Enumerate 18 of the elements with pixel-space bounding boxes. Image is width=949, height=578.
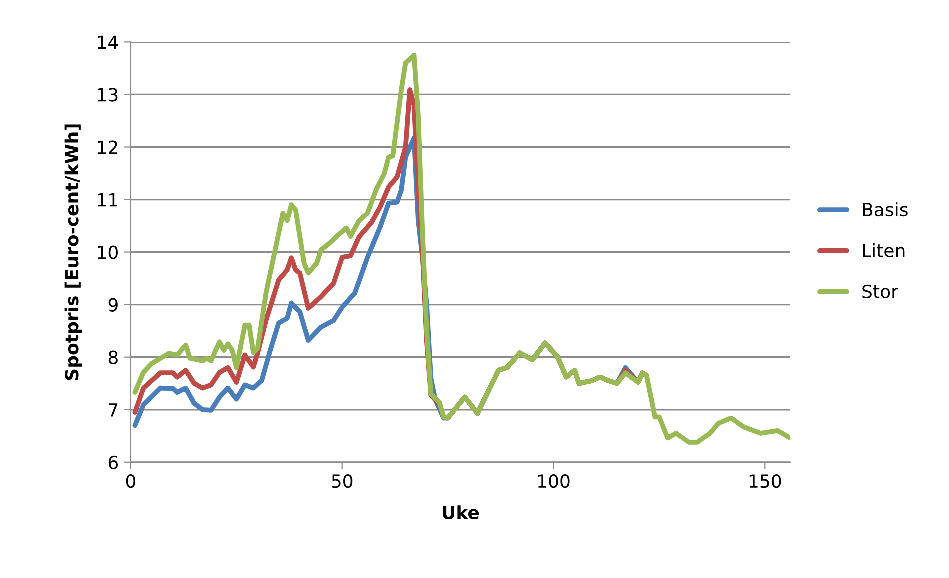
x-tick-label: 0 xyxy=(126,474,136,488)
y-tick-label: 7 xyxy=(109,404,118,417)
y-tick-label: 13 xyxy=(98,88,118,102)
y-tick-label: 10 xyxy=(98,246,118,260)
y-tick-label: 8 xyxy=(108,350,118,364)
y-tick-label: 11 xyxy=(98,193,118,207)
y-tick-label: 6 xyxy=(108,456,118,470)
y-axis-title: Spotpris [Euro-cent/kWh] xyxy=(64,124,82,380)
legend-label: Basis xyxy=(863,202,908,217)
y-tick-label: 14 xyxy=(98,36,118,50)
legend-label: Liten xyxy=(863,244,905,258)
x-axis-title: Uke xyxy=(443,506,480,520)
y-tick-label: 12 xyxy=(98,140,118,154)
y-tick-label: 9 xyxy=(108,298,118,312)
x-tick-label: 50 xyxy=(332,474,353,488)
x-tick-label: 100 xyxy=(538,474,570,488)
legend-label: Stor xyxy=(862,284,898,298)
x-tick-label: 150 xyxy=(750,474,782,488)
